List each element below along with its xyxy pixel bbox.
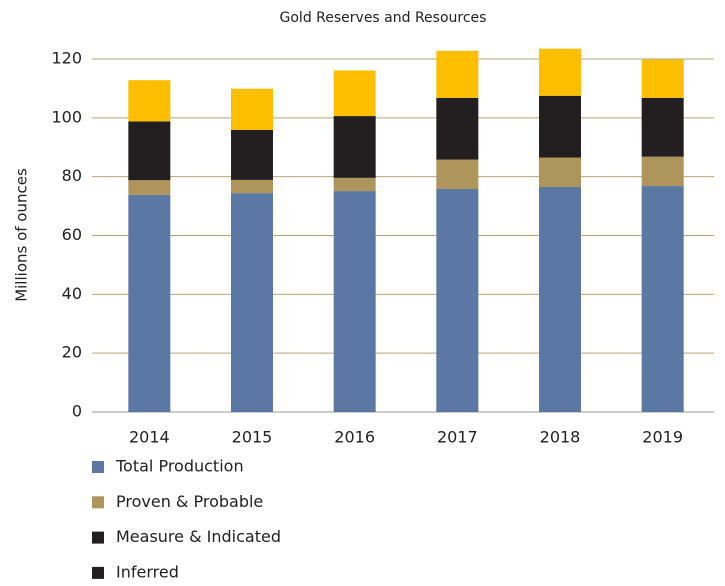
bar-segment [231,193,273,412]
legend-swatch [92,461,104,473]
bar-segment [436,189,479,412]
y-tick-label: 40 [62,284,82,303]
chart-title: Gold Reserves and Resources [280,10,487,26]
bar-segment [128,194,171,412]
x-tick-label: 2014 [129,428,170,447]
bar-segment [539,95,581,158]
bar-segment [539,186,581,412]
bar-segment [128,180,171,195]
bar-segment [333,177,376,192]
legend-label: Measure & Indicated [116,527,281,546]
y-axis-label: Millions of ounces [13,168,31,302]
x-tick-label: 2016 [334,428,375,447]
bar-segment [231,179,273,194]
legend-label: Inferred [116,562,179,581]
x-tick-label: 2018 [540,428,581,447]
bar-segment [539,157,581,187]
bar-segment [333,191,376,412]
legend-swatch [92,496,104,509]
bar-segment [436,50,479,98]
y-tick-label: 60 [62,225,82,244]
bar-segment [333,70,376,117]
y-tick-label: 80 [62,166,82,185]
bar-segment [436,97,479,160]
legend-label: Total Production [115,457,244,476]
bar-segment [231,88,273,130]
y-tick-label: 100 [51,107,82,126]
bar-segment [231,129,273,180]
bar-segment [641,59,684,98]
bar-segment [333,116,376,178]
y-tick-label: 120 [51,49,82,68]
bar-segment [128,121,171,181]
legend-label: Proven & Probable [116,492,263,511]
bar-segment [436,159,479,190]
y-tick-label: 0 [72,402,82,421]
bar-segment [539,48,581,96]
y-tick-label: 20 [62,343,82,362]
legend-swatch [92,566,104,579]
bar-segment [641,97,684,157]
x-tick-label: 2017 [437,428,478,447]
x-tick-label: 2015 [232,428,273,447]
bar-segment [641,156,684,187]
x-tick-label: 2019 [642,428,683,447]
bar-segment [128,80,171,122]
bar-segment [641,186,684,412]
legend-swatch [92,531,104,544]
